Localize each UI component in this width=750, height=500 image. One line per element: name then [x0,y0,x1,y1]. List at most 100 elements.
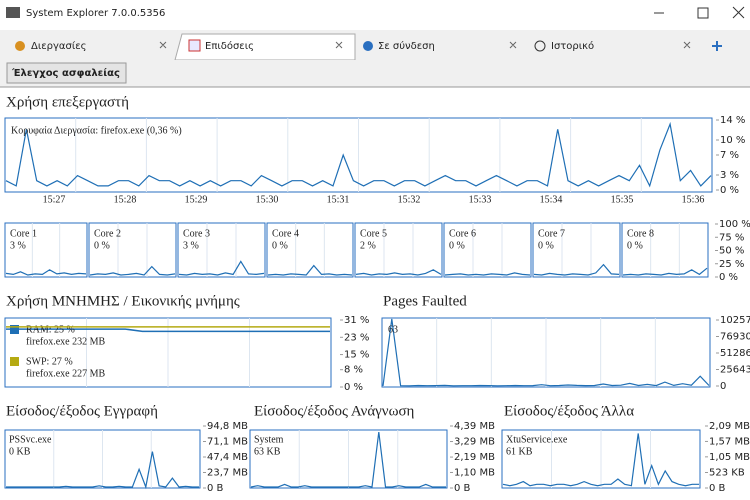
series-line [444,272,531,276]
series-line [5,121,712,188]
x-tick-label: 15:33 [469,194,492,205]
y-tick-label: 0 B [454,483,471,494]
tab-icon [534,40,546,52]
series-line [622,267,708,276]
y-tick-label: 1,05 MB [709,452,750,463]
y-tick-label: 0 B [207,483,224,494]
tab-strip [0,30,750,60]
legend-detail: firefox.exe 232 MB [26,336,105,347]
graph-label: XtuService.exe [506,434,568,445]
y-tick-label: 0 % [344,382,363,393]
graph-label: System [254,434,284,445]
new-tab[interactable] [712,41,722,51]
y-tick-label: 8 % [344,365,363,376]
series-line [89,265,176,276]
button-label: Έλεγχος ασφαλείας [11,67,120,79]
graph-label: Κορυφαία Διεργασία: firefox.exe (0,36 %) [11,125,182,136]
tab[interactable]: Διεργασίες [31,40,86,52]
window-title: System Explorer 7.0.0.5356 [26,8,165,19]
tab[interactable]: Ιστορικό [551,40,594,52]
section-title: Είσοδος/έξοδος Ανάγνωση [254,403,415,419]
graph-frame [532,222,621,278]
x-tick-label: 15:30 [256,194,279,205]
y-tick-label: 76930 [720,331,750,342]
x-tick-label: 15:35 [611,194,634,205]
tab[interactable]: Επιδόσεις [205,40,254,52]
y-tick-label: 94,8 MB [207,421,248,432]
tab[interactable]: Σε σύνδεση [378,40,435,52]
y-tick-label: 102571 [720,315,750,326]
core-name: Core 4 [272,228,299,239]
legend-entry: RAM: 25 % [26,324,75,335]
core-value: 3 % [10,240,26,251]
y-tick-label: 523 KB [709,467,745,478]
y-tick-label: 25643 [720,364,750,375]
x-tick-label: 15:36 [682,194,705,205]
x-tick-label: 15:32 [398,194,421,205]
graph-frame [266,222,354,278]
section-title: Είσοδος/έξοδος Άλλα [504,403,634,419]
tab-icon [15,41,25,51]
y-tick-label: 0 % [720,185,739,196]
legend-swatch [10,325,19,334]
x-tick-label: 15:27 [43,194,66,205]
graph-label: PSSvc.exe [9,434,52,445]
x-tick-label: 15:29 [185,194,208,205]
y-tick-label: 2,19 MB [454,452,495,463]
graph-frame [177,222,266,278]
y-tick-label: 51286 [720,348,750,359]
y-tick-label: 71,1 MB [207,437,248,448]
y-tick-label: 100 % [719,219,750,230]
y-tick-label: 23,7 MB [207,468,248,479]
core-name: Core 7 [538,228,565,239]
y-tick-label: 0 % [719,272,738,283]
section-title: Είσοδος/έξοδος Εγγραφή [6,403,158,419]
core-value: 0 % [538,240,554,251]
y-tick-label: 50 % [719,246,744,257]
graph-frame [354,222,443,278]
core-value: 3 % [183,240,199,251]
graph-frame [4,222,88,278]
series-line [533,263,620,276]
y-tick-label: 2,09 MB [709,421,750,432]
series-line [6,328,330,333]
tab-close[interactable] [159,41,691,49]
core-name: Core 8 [627,228,654,239]
core-value: 0 % [94,240,110,251]
core-value: 2 % [360,240,376,251]
core-name: Core 6 [449,228,476,239]
y-tick-label: 7 % [720,150,739,161]
x-tick-label: 15:28 [114,194,137,205]
title-bar [0,0,750,28]
y-tick-label: 1,10 MB [454,467,495,478]
graph-frame [621,222,709,278]
security-button[interactable] [6,62,127,84]
series-line [355,269,442,276]
y-tick-label: 4,39 MB [454,421,495,432]
core-value: 0 % [449,240,465,251]
y-tick-label: 31 % [344,315,369,326]
series-line [502,433,699,487]
y-tick-label: 10 % [720,135,745,146]
peak-label: 63 [388,324,398,335]
graph-frame [88,222,177,278]
series-line [250,432,446,488]
legend-detail: firefox.exe 227 MB [26,368,105,379]
graph-value: 63 KB [254,446,281,457]
graph-frame [443,222,532,278]
core-name: Core 2 [94,228,121,239]
series-line [267,264,353,276]
active-tab[interactable] [174,33,356,61]
y-tick-label: 3,29 MB [454,437,495,448]
close[interactable] [732,6,745,19]
maximize[interactable] [697,7,709,19]
section-title: Pages Faulted [383,293,467,309]
y-tick-label: 0 [720,381,726,392]
graph-value: 0 KB [9,446,31,457]
core-name: Core 3 [183,228,210,239]
tab-icon [363,41,373,51]
series-line [5,269,87,276]
y-tick-label: 75 % [719,232,744,243]
